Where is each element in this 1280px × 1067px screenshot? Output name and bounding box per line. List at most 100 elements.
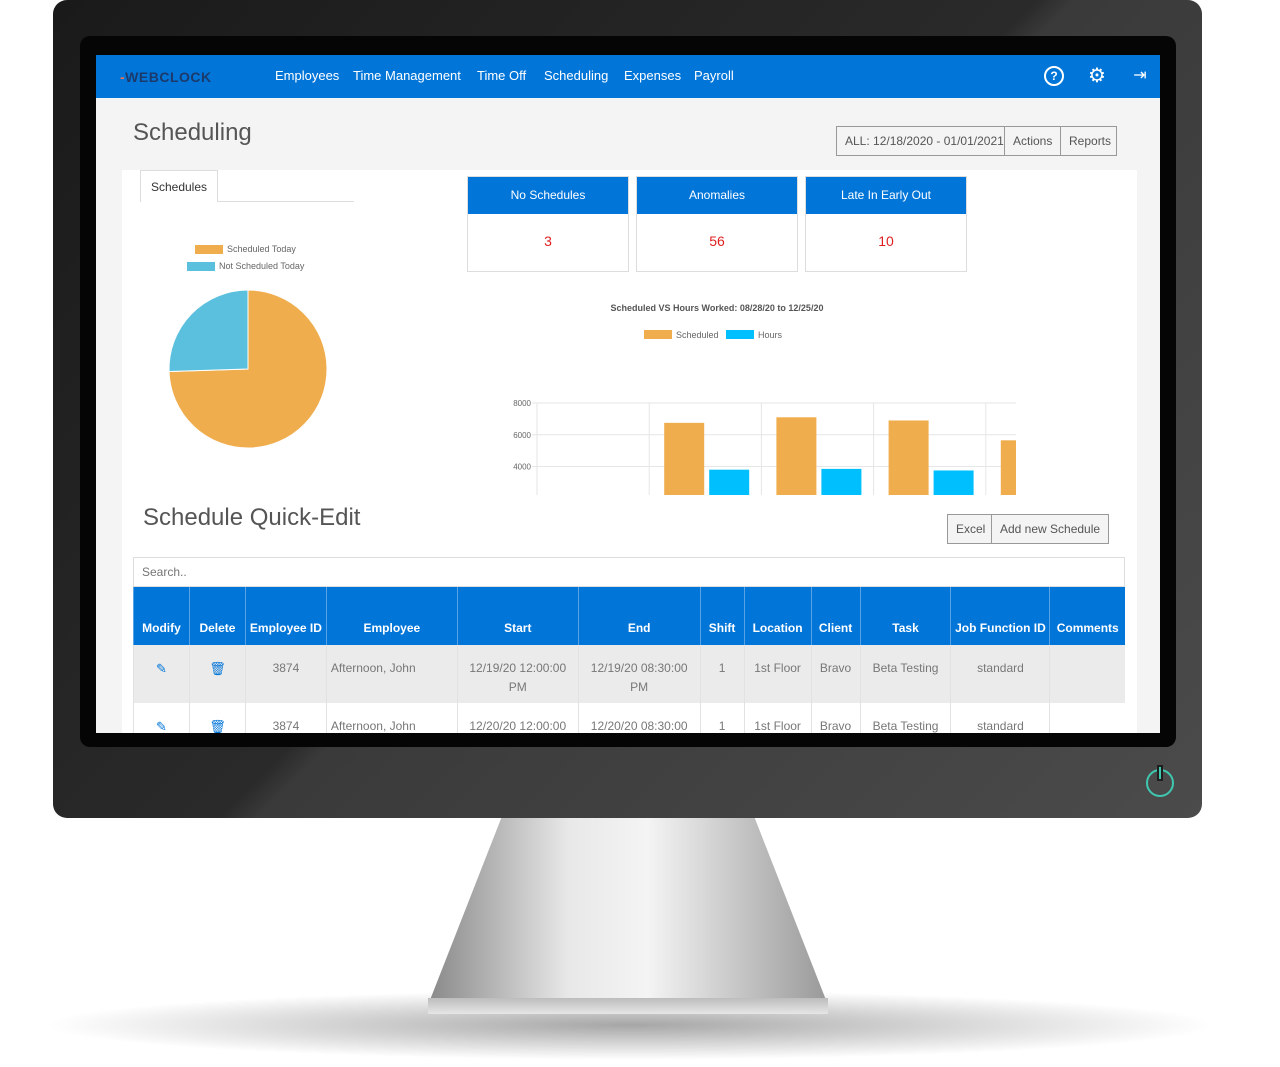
card-value: 56 bbox=[709, 233, 725, 249]
column-header[interactable]: Comments bbox=[1049, 587, 1125, 645]
column-header[interactable]: Task bbox=[859, 587, 951, 645]
excel-button[interactable]: Excel bbox=[947, 514, 995, 544]
screen: -WebClock Employees Time Management Time… bbox=[96, 55, 1160, 733]
logo[interactable]: -WebClock bbox=[120, 69, 212, 85]
pie-slice[interactable] bbox=[168, 289, 249, 372]
table-cell: 3874 bbox=[244, 703, 327, 733]
nav-payroll[interactable]: Payroll bbox=[694, 68, 734, 83]
gear-icon[interactable]: ⚙ bbox=[1088, 65, 1106, 87]
help-icon[interactable]: ? bbox=[1044, 66, 1064, 86]
pie-chart bbox=[168, 289, 328, 449]
y-tick-label: 6000 bbox=[513, 431, 531, 440]
pie-legend-not-scheduled: Not Scheduled Today bbox=[187, 261, 305, 272]
table-cell: Beta Testing bbox=[859, 645, 951, 703]
date-range-dropdown[interactable]: ALL: 12/18/2020 - 01/01/2021 ▼ bbox=[836, 126, 1015, 156]
table-row: ✎ 🗑 3874 Afternoon, John 12/20/20 12:00:00 12… bbox=[133, 703, 1125, 733]
navbar: -WebClock Employees Time Management Time… bbox=[96, 55, 1160, 98]
card-label: Anomalies bbox=[637, 177, 797, 214]
logout-icon[interactable]: ⇥ bbox=[1133, 67, 1147, 84]
bar-scheduled[interactable] bbox=[664, 422, 705, 495]
search-input[interactable] bbox=[133, 557, 1125, 587]
trash-icon[interactable]: 🗑 bbox=[209, 719, 226, 733]
column-header[interactable]: Job Function ID bbox=[950, 587, 1050, 645]
bar-hours[interactable] bbox=[709, 469, 750, 495]
date-range-label: ALL: 12/18/2020 - 01/01/2021 bbox=[845, 134, 1004, 148]
table-cell: 1 bbox=[699, 703, 745, 733]
bar-chart: Scheduled VS Hours Worked: 08/28/20 to 1… bbox=[513, 303, 1016, 495]
table-cell: Beta Testing bbox=[859, 703, 951, 733]
quick-edit-title: Schedule Quick-Edit bbox=[143, 504, 361, 531]
column-header[interactable]: Delete bbox=[188, 587, 246, 645]
nav-scheduling[interactable]: Scheduling bbox=[544, 68, 609, 83]
column-header[interactable]: End bbox=[577, 587, 701, 645]
delete-cell: 🗑 bbox=[188, 703, 246, 733]
table-cell bbox=[1049, 645, 1125, 703]
legend-swatch-hours bbox=[726, 330, 754, 339]
card-label: No Schedules bbox=[468, 177, 628, 214]
bar-hours[interactable] bbox=[933, 470, 974, 495]
bar-scheduled[interactable] bbox=[888, 420, 929, 495]
tab-divider bbox=[218, 201, 354, 202]
table-row: ✎ 🗑 3874 Afternoon, John 12/19/20 12:00:00 P… bbox=[133, 645, 1125, 703]
y-tick-label: 2000 bbox=[513, 494, 531, 495]
nav-employees[interactable]: Employees bbox=[275, 68, 340, 83]
card-anomalies[interactable]: Anomalies 56 bbox=[636, 176, 798, 272]
legend-label-scheduled: Scheduled bbox=[676, 330, 719, 340]
legend-label: Scheduled Today bbox=[227, 244, 296, 254]
power-icon[interactable] bbox=[1146, 767, 1174, 797]
legend-swatch bbox=[187, 262, 215, 272]
table-cell bbox=[1049, 703, 1125, 733]
column-header[interactable]: Shift bbox=[699, 587, 745, 645]
actions-button[interactable]: Actions bbox=[1004, 126, 1062, 156]
chart-title: Scheduled VS Hours Worked: 08/28/20 to 1… bbox=[611, 303, 824, 313]
card-late-in-early-out[interactable]: Late In Early Out 10 bbox=[805, 176, 967, 272]
table-cell: Afternoon, John bbox=[325, 703, 458, 733]
table-cell: 1 bbox=[699, 645, 745, 703]
table-cell: 12/20/20 12:00:00 bbox=[456, 703, 579, 733]
nav-expenses[interactable]: Expenses bbox=[624, 68, 682, 83]
tab-schedules[interactable]: Schedules bbox=[140, 170, 218, 202]
column-header[interactable]: Client bbox=[810, 587, 861, 645]
card-label: Late In Early Out bbox=[806, 177, 966, 214]
monitor-stand bbox=[430, 818, 826, 1000]
add-new-schedule-button[interactable]: Add new Schedule bbox=[991, 514, 1110, 544]
page-title: Scheduling bbox=[133, 119, 252, 146]
modify-cell: ✎ bbox=[133, 703, 190, 733]
modify-cell: ✎ bbox=[133, 645, 190, 703]
trash-icon[interactable]: 🗑 bbox=[209, 661, 226, 676]
bar-scheduled[interactable] bbox=[776, 417, 817, 495]
table-cell: standard bbox=[950, 645, 1050, 703]
schedule-table: Modify Delete Employee ID Employee Start End S… bbox=[133, 587, 1125, 733]
monitor-base bbox=[428, 998, 828, 1014]
y-tick-label: 8000 bbox=[513, 399, 531, 408]
legend-label-hours: Hours bbox=[758, 330, 783, 340]
legend-swatch bbox=[195, 245, 223, 255]
bar-hours[interactable] bbox=[821, 468, 862, 495]
column-header[interactable]: Employee bbox=[325, 587, 458, 645]
column-header[interactable]: Employee ID bbox=[244, 587, 327, 645]
table-cell: standard bbox=[950, 703, 1050, 733]
table-cell: 1st Floor bbox=[743, 645, 812, 703]
legend-label: Not Scheduled Today bbox=[219, 261, 305, 271]
nav-time-off[interactable]: Time Off bbox=[477, 68, 527, 83]
legend-swatch-scheduled bbox=[644, 330, 672, 339]
delete-cell: 🗑 bbox=[188, 645, 246, 703]
card-value: 3 bbox=[544, 233, 552, 249]
table-cell: 3874 bbox=[244, 645, 327, 703]
y-tick-label: 4000 bbox=[513, 463, 531, 472]
table-cell: 1st Floor bbox=[743, 703, 812, 733]
card-no-schedules[interactable]: No Schedules 3 bbox=[467, 176, 629, 272]
card-value: 10 bbox=[878, 233, 894, 249]
column-header[interactable]: Modify bbox=[133, 587, 190, 645]
table-cell: 12/20/20 08:30:00 bbox=[577, 703, 701, 733]
table-cell: 12/19/20 08:30:00 PM bbox=[577, 645, 701, 703]
pie-legend-scheduled: Scheduled Today bbox=[195, 244, 296, 255]
reports-button[interactable]: Reports bbox=[1060, 126, 1117, 156]
bar-scheduled[interactable] bbox=[1000, 440, 1016, 495]
column-header[interactable]: Location bbox=[743, 587, 812, 645]
table-cell: Bravo bbox=[810, 703, 861, 733]
edit-icon[interactable]: ✎ bbox=[156, 719, 167, 733]
nav-time-management[interactable]: Time Management bbox=[353, 68, 461, 83]
column-header[interactable]: Start bbox=[456, 587, 579, 645]
edit-icon[interactable]: ✎ bbox=[156, 661, 167, 676]
